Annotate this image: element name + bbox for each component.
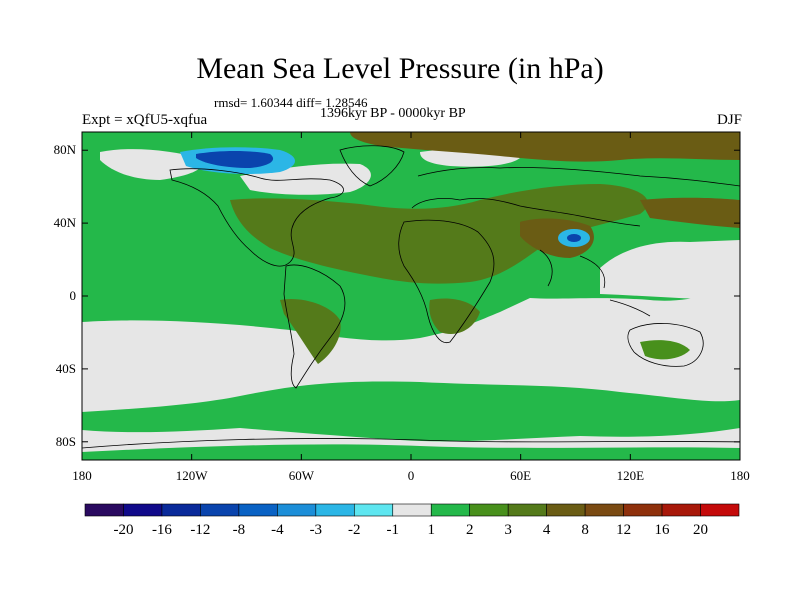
colorbar-label: -3 [309, 522, 323, 538]
field-samerica [280, 298, 341, 364]
map-title: Mean Sea Level Pressure (in hPa) [196, 52, 604, 85]
colorbar-swatch [315, 503, 355, 517]
colorbar-swatch [507, 503, 547, 517]
colorbar-label: -12 [190, 522, 211, 538]
colorbar-label: 4 [542, 522, 551, 538]
colorbar-swatch [238, 503, 278, 517]
colorbar-swatch [584, 503, 624, 517]
colorbar-swatch [161, 503, 201, 517]
colorbar-swatch [661, 503, 701, 517]
colorbar-swatch [277, 503, 317, 517]
colorbar-swatch [469, 503, 509, 517]
field-africa [429, 298, 480, 334]
colorbar-swatch [353, 503, 394, 517]
colorbar-label: -2 [348, 522, 361, 538]
x-tick-label: 180 [730, 468, 750, 483]
colorbar-label: -1 [386, 522, 400, 538]
colorbar-swatch [392, 503, 432, 517]
y-tick-label: 40N [53, 215, 76, 231]
colorbar-swatch [200, 503, 240, 517]
season-label: DJF [716, 112, 742, 128]
experiment-label: Expt = xQfU5-xqfua [82, 112, 208, 128]
field-arctic-low-core [196, 151, 274, 168]
field-subpolar-band [82, 381, 740, 442]
field-pacific-light [600, 240, 740, 300]
colorbar-swatch [546, 503, 586, 517]
colorbar-label: -4 [271, 522, 284, 538]
field-arctic-brown [350, 132, 740, 162]
colorbar-label: -16 [151, 522, 172, 538]
colorbar-label: -8 [232, 522, 246, 538]
stats-line: rmsd= 1.60344 diff= 1.28546 [214, 95, 368, 110]
coastlines [82, 145, 740, 449]
colorbar-swatch [430, 503, 471, 517]
y-tick-label: 80S [55, 433, 76, 449]
field-tibet-low-core [567, 234, 581, 242]
colorbar-label: 8 [581, 522, 589, 538]
x-tick-label: 60E [510, 468, 532, 483]
colorbar [84, 503, 740, 517]
colorbar-label: 16 [654, 522, 670, 538]
axis-ticks [81, 132, 741, 460]
x-tick-label: 120E [616, 468, 645, 483]
field-australia [640, 340, 690, 360]
colorbar-label: -20 [113, 522, 134, 538]
y-tick-label: 40S [55, 360, 76, 376]
y-tick-label: 80N [53, 142, 76, 158]
field-northpacific-brown [640, 197, 740, 228]
colorbar-label: 20 [693, 522, 709, 538]
x-tick-label: 0 [407, 468, 415, 483]
x-tick-label: 180 [72, 468, 92, 483]
period-label: 1396kyr BP - 0000kyr BP [320, 106, 466, 121]
colorbar-swatch [84, 503, 124, 517]
colorbar-swatch [700, 503, 740, 517]
colorbar-label: 12 [616, 522, 632, 538]
colorbar-label: 1 [427, 522, 435, 538]
colorbar-swatch [123, 503, 163, 517]
field-midlat-band [230, 184, 648, 284]
x-tick-label: 120W [175, 468, 208, 483]
field-antarctic [82, 444, 740, 460]
colorbar-swatch [623, 503, 663, 517]
map-field [82, 132, 740, 460]
x-tick-label: 60W [288, 468, 314, 483]
y-tick-label: 0 [69, 288, 77, 303]
field-tibet-brown [520, 218, 594, 258]
field-arctic-west [100, 149, 203, 180]
colorbar-label: 3 [504, 522, 512, 538]
colorbar-label: 2 [465, 522, 474, 538]
